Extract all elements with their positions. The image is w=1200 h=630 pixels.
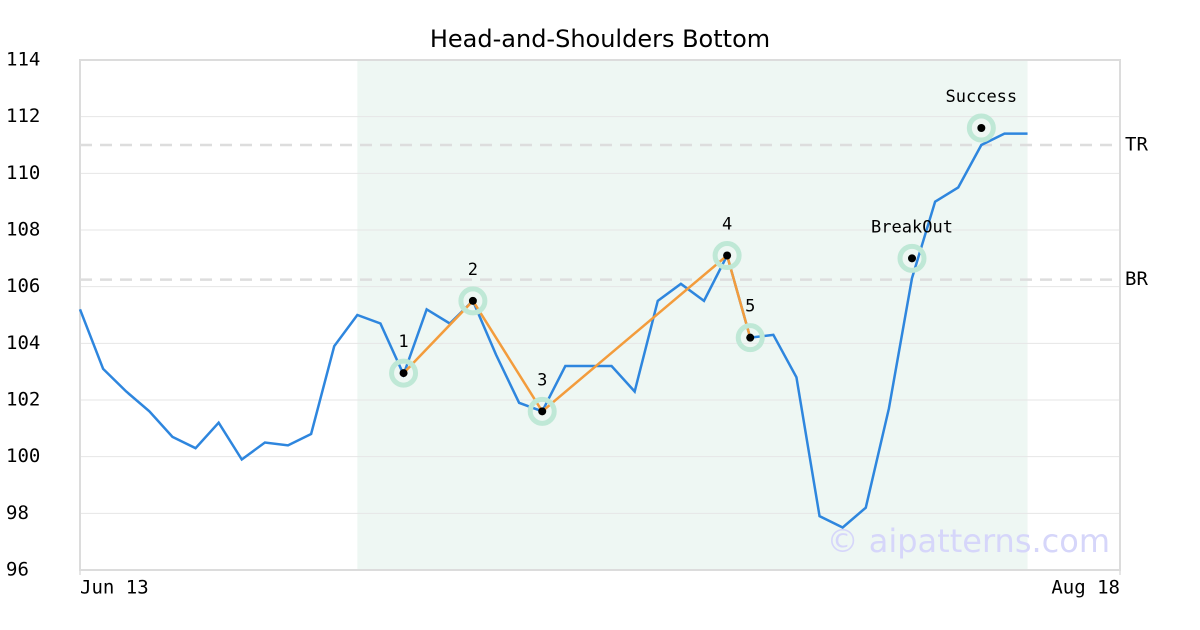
pattern-point-dot bbox=[723, 251, 732, 260]
level-label: BR bbox=[1125, 268, 1148, 290]
y-tick-label: 108 bbox=[6, 219, 40, 241]
y-tick-label: 110 bbox=[6, 162, 40, 184]
y-tick-label: 114 bbox=[6, 49, 40, 71]
pattern-point-label: 2 bbox=[468, 260, 478, 280]
event-point-dot bbox=[977, 124, 986, 132]
level-label: TR bbox=[1125, 134, 1148, 156]
pattern-point-dot bbox=[746, 333, 755, 342]
pattern-point-halo bbox=[458, 286, 488, 316]
pattern-point-halo bbox=[389, 358, 419, 388]
pattern-point-label: 1 bbox=[398, 332, 408, 352]
y-tick-label: 102 bbox=[6, 389, 40, 411]
pattern-point-dot bbox=[468, 296, 477, 305]
event-point-label: BreakOut bbox=[871, 217, 953, 237]
pattern-point-label: 5 bbox=[745, 297, 755, 317]
pattern-point-label: 4 bbox=[722, 215, 732, 235]
y-tick-label: 106 bbox=[6, 275, 40, 297]
event-point-halo bbox=[966, 113, 996, 143]
event-point-dot bbox=[908, 254, 916, 263]
pattern-point-dot bbox=[399, 369, 408, 378]
event-point-halo bbox=[897, 243, 927, 273]
y-tick-label: 100 bbox=[6, 445, 40, 467]
x-tick-label: Aug 18 bbox=[1051, 577, 1120, 599]
y-tick-label: 98 bbox=[6, 502, 29, 524]
watermark: © aipatterns.com bbox=[827, 522, 1110, 560]
plot-frame bbox=[79, 59, 1121, 571]
pattern-point-label: 3 bbox=[537, 370, 547, 390]
y-tick-label: 112 bbox=[6, 105, 40, 127]
pattern-point-halo bbox=[735, 323, 765, 353]
price-line bbox=[78, 132, 1028, 529]
y-tick-label: 104 bbox=[6, 332, 40, 354]
pattern-point-halo bbox=[527, 396, 557, 426]
x-tick-label: Jun 13 bbox=[80, 577, 149, 599]
event-point-label: Success bbox=[946, 87, 1018, 107]
pattern-point-halo bbox=[712, 241, 742, 270]
chart-title: Head-and-Shoulders Bottom bbox=[430, 25, 770, 53]
y-tick-label: 96 bbox=[6, 559, 29, 581]
pattern-point-dot bbox=[538, 407, 547, 416]
